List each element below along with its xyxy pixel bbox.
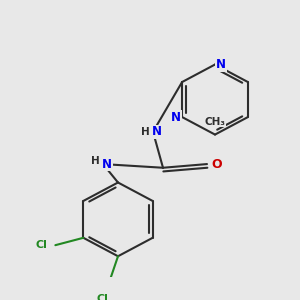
Text: Cl: Cl — [35, 240, 47, 250]
Text: N: N — [216, 58, 226, 71]
Text: H: H — [141, 127, 149, 137]
Text: O: O — [212, 158, 222, 171]
Text: N: N — [102, 158, 112, 171]
Text: Cl: Cl — [96, 294, 108, 300]
Text: N: N — [152, 125, 162, 138]
Text: CH₃: CH₃ — [205, 117, 226, 127]
Text: H: H — [91, 156, 99, 166]
Text: N: N — [171, 111, 181, 124]
